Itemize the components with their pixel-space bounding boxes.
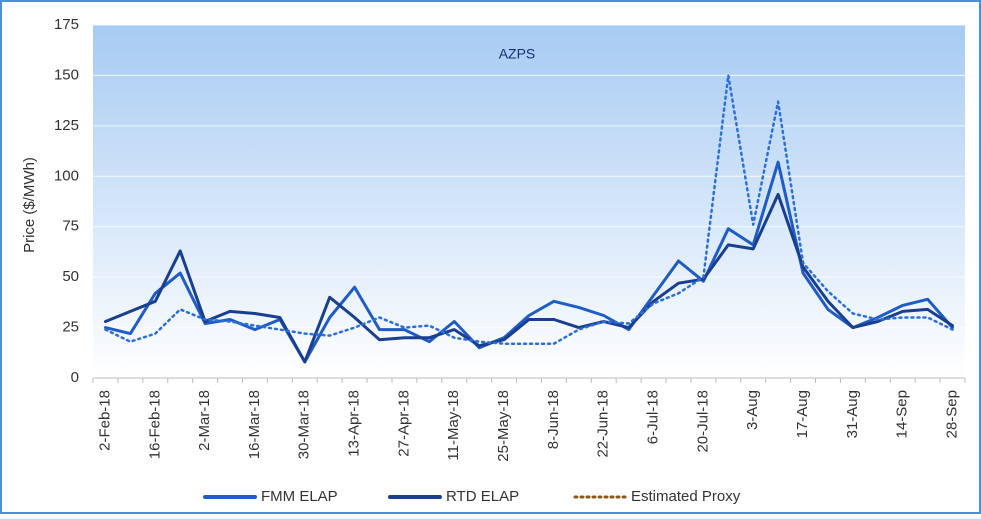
- x-tick-label: 25-May-18: [495, 390, 512, 462]
- x-tick-label: 31-Aug: [844, 390, 861, 438]
- y-tick-label: 50: [62, 268, 79, 285]
- y-tick-label: 100: [54, 167, 79, 184]
- x-tick-label: 17-Aug: [794, 390, 811, 438]
- x-tick-label: 2-Feb-18: [96, 390, 113, 451]
- x-tick-label: 6-Jul-18: [645, 390, 662, 444]
- x-tick-label: 3-Aug: [744, 390, 761, 430]
- x-tick-label: 27-Apr-18: [395, 390, 412, 457]
- x-tick-label: 2-Mar-18: [196, 390, 213, 451]
- x-tick-label: 28-Sep: [944, 390, 961, 438]
- x-tick-label: 8-Jun-18: [545, 390, 562, 449]
- legend-label: Estimated Proxy: [631, 488, 741, 505]
- y-tick-label: 150: [54, 66, 79, 83]
- series-line: [104, 192, 954, 364]
- x-tick-label: 14-Sep: [894, 390, 911, 438]
- y-tick-label: 75: [62, 218, 79, 235]
- plot-area: [93, 25, 965, 378]
- x-tick-label: 16-Feb-18: [146, 390, 163, 459]
- x-tick-label: 13-Apr-18: [346, 390, 363, 457]
- y-tick-label: 125: [54, 117, 79, 134]
- y-axis-label: Price ($/MWh): [21, 157, 38, 253]
- chart-title: AZPS: [499, 46, 536, 62]
- y-tick-label: 175: [54, 16, 79, 33]
- series-line: [104, 160, 954, 364]
- y-tick-label: 0: [71, 369, 79, 386]
- x-tick-label: 30-Mar-18: [296, 390, 313, 459]
- x-tick-label: 16-Mar-18: [246, 390, 263, 459]
- x-tick-label: 11-May-18: [445, 390, 462, 461]
- y-tick-label: 25: [62, 319, 79, 336]
- series-line: [104, 74, 954, 345]
- legend-label: FMM ELAP: [261, 488, 338, 505]
- x-tick-label: 22-Jun-18: [595, 390, 612, 458]
- x-tick-label: 20-Jul-18: [694, 390, 711, 453]
- legend-label: RTD ELAP: [446, 488, 519, 505]
